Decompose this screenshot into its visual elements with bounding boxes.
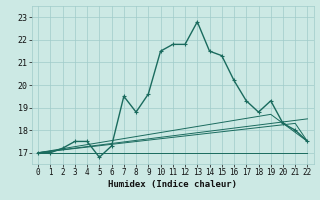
X-axis label: Humidex (Indice chaleur): Humidex (Indice chaleur) — [108, 180, 237, 189]
